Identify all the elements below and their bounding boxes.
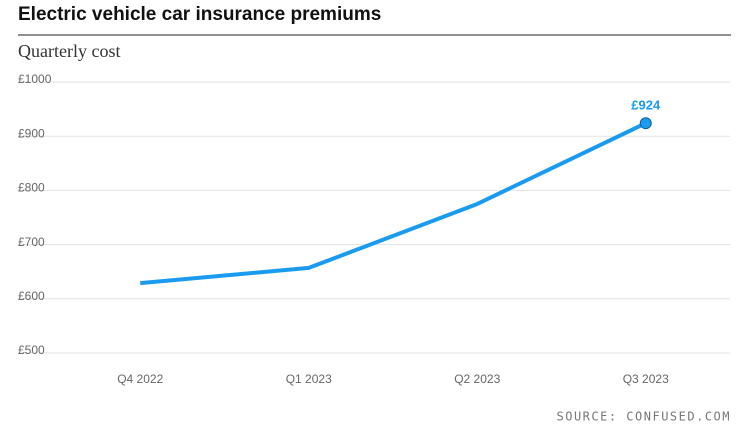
line (140, 121, 647, 286)
source: SOURCE: CONFUSED.COM (557, 410, 732, 424)
x-tick-label: Q2 2023 (454, 372, 500, 386)
chart-subtitle: Quarterly cost (18, 41, 120, 61)
value-label: £924 (631, 98, 661, 113)
y-tick-label: £1000 (18, 72, 52, 86)
y-tick-label: £500 (18, 343, 45, 357)
x-tick-label: Q4 2022 (117, 372, 163, 386)
y-tick-label: £600 (18, 289, 45, 303)
chart-title: Electric vehicle car insurance premiums (18, 4, 381, 25)
y-tick-label: £900 (18, 126, 45, 140)
point-marker (639, 117, 652, 130)
y-tick-label: £700 (18, 235, 45, 249)
x-tick-label: Q3 2023 (623, 372, 669, 386)
x-tick-label: Q1 2023 (286, 372, 332, 386)
y-tick-label: £800 (18, 181, 45, 195)
